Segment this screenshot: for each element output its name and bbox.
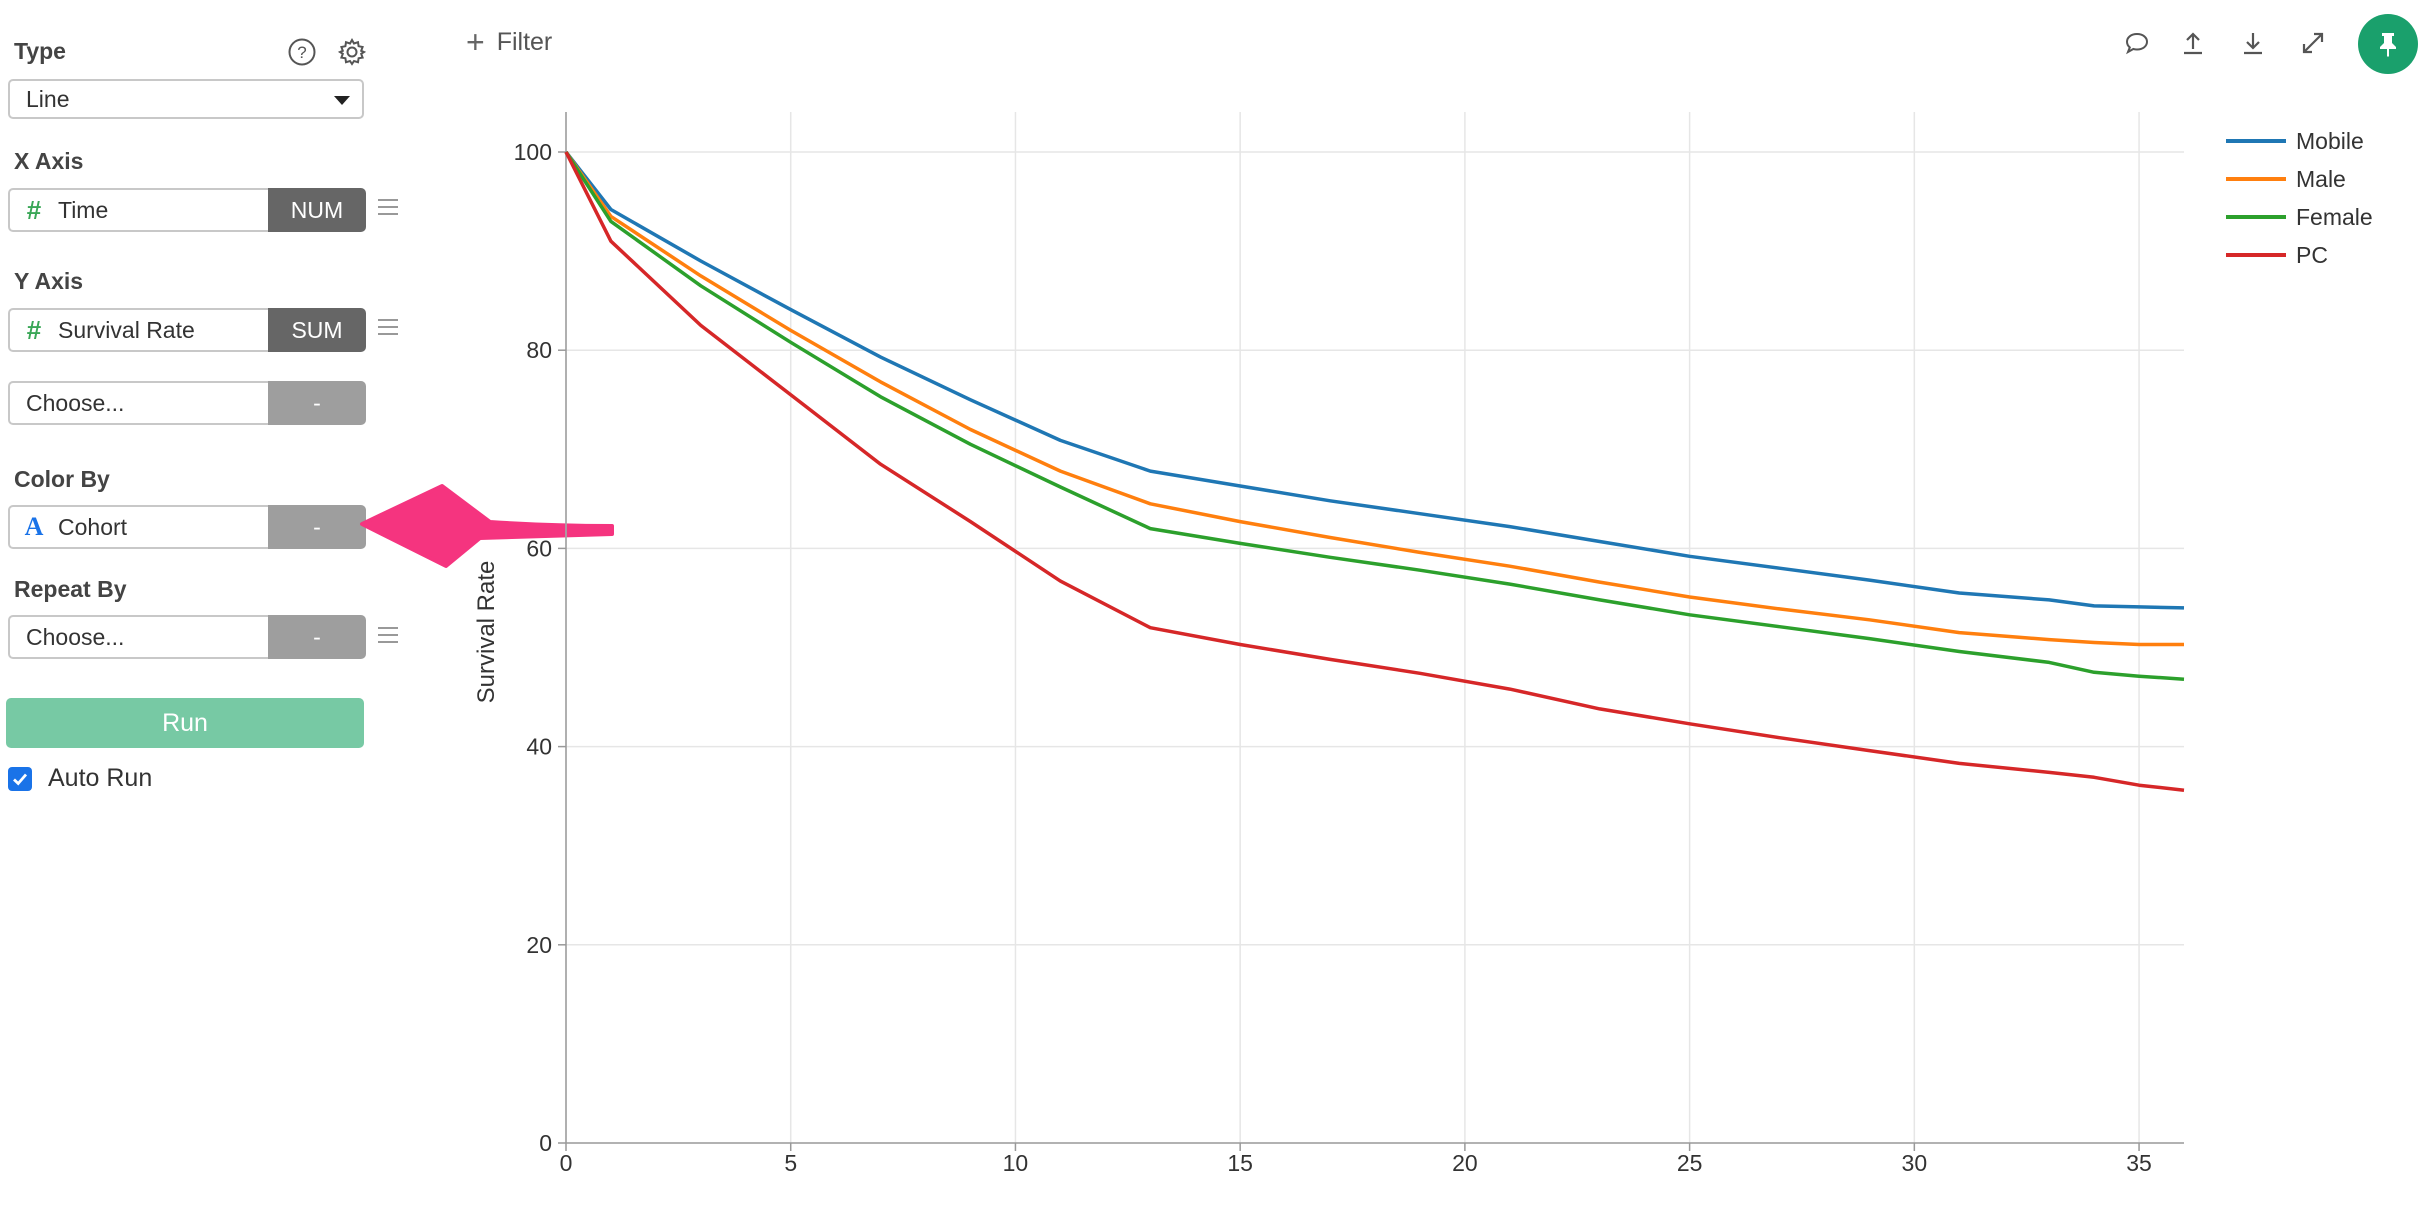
auto-run-label: Auto Run (48, 764, 153, 792)
y-axis-field[interactable]: # Survival Rate SUM (8, 308, 366, 352)
run-button[interactable]: Run (6, 698, 364, 748)
comment-icon[interactable] (2120, 26, 2154, 60)
y-axis-agg-button[interactable]: SUM (268, 308, 366, 352)
y-tick-label: 0 (539, 1130, 552, 1156)
legend-label-mobile[interactable]: Mobile (2296, 128, 2364, 154)
plus-icon: + (466, 24, 485, 60)
text-type-icon: A (24, 512, 44, 541)
legend-label-female[interactable]: Female (2296, 204, 2373, 230)
chart-series (564, 150, 2185, 792)
x-tick-label: 15 (1227, 1150, 1253, 1176)
y-axis-menu-icon[interactable] (378, 319, 398, 337)
y-tick-label: 40 (526, 734, 552, 760)
x-tick-label: 20 (1452, 1150, 1478, 1176)
x-tick-label: 0 (560, 1150, 573, 1176)
legend-label-pc[interactable]: PC (2296, 242, 2328, 268)
gear-icon[interactable] (334, 34, 370, 70)
chart-config-sidebar: Type ? Line X Axis # Time NUM Y Axis # Sur… (0, 0, 420, 1206)
color-by-field[interactable]: A Cohort - (8, 505, 366, 549)
repeat-by-agg-button[interactable]: - (268, 615, 366, 659)
auto-run-toggle[interactable]: Auto Run (8, 764, 152, 793)
series-line-mobile[interactable] (564, 150, 2185, 610)
y-axis-title: Survival Rate (473, 561, 500, 704)
repeat-by-placeholder: Choose... (26, 623, 125, 650)
auto-run-checkbox[interactable] (8, 766, 32, 791)
repeat-by-label: Repeat By (14, 576, 127, 602)
y-axis-extra-field[interactable]: Choose... - (8, 381, 366, 425)
expand-icon[interactable] (2296, 26, 2330, 60)
x-axis-label: X Axis (14, 148, 84, 174)
caret-down-icon (334, 96, 350, 105)
chart-axes: 0 5 10 15 20 25 30 35 0 20 40 60 80 100 (514, 112, 2184, 1176)
number-type-icon: # (26, 314, 42, 345)
x-tick-label: 5 (784, 1150, 797, 1176)
x-axis-agg-button[interactable]: NUM (268, 188, 366, 232)
type-label: Type (14, 38, 66, 64)
x-axis-field[interactable]: # Time NUM (8, 188, 366, 232)
color-by-agg-button[interactable]: - (268, 505, 366, 549)
y-tick-label: 100 (514, 139, 552, 165)
y-axis-extra-placeholder: Choose... (26, 389, 125, 416)
checkmark-icon (13, 773, 28, 786)
x-tick-label: 30 (1902, 1150, 1928, 1176)
y-axis-field-name: Survival Rate (58, 316, 195, 343)
series-line-female[interactable] (564, 151, 2185, 681)
add-filter-button[interactable]: + Filter (466, 26, 552, 58)
download-icon[interactable] (2236, 26, 2270, 60)
repeat-by-field[interactable]: Choose... - (8, 615, 366, 659)
y-axis-label: Y Axis (14, 268, 84, 294)
legend-label-male[interactable]: Male (2296, 166, 2346, 192)
series-line-pc[interactable] (564, 151, 2185, 792)
chart-type-select[interactable]: Line (8, 79, 364, 119)
filter-label: Filter (496, 27, 553, 56)
pin-button[interactable] (2358, 14, 2418, 74)
upload-icon[interactable] (2176, 26, 2210, 60)
y-tick-label: 20 (526, 932, 552, 958)
x-axis-menu-icon[interactable] (378, 199, 398, 217)
color-by-field-name: Cohort (58, 513, 128, 540)
y-tick-label: 80 (526, 337, 552, 363)
svg-text:?: ? (297, 43, 306, 62)
pin-icon (2380, 33, 2396, 57)
chart-grid (565, 112, 2184, 1143)
chart-type-value: Line (26, 85, 70, 112)
chart-legend: Mobile Male Female PC (2226, 128, 2373, 268)
x-tick-label: 25 (1677, 1150, 1703, 1176)
y-tick-label: 60 (526, 535, 552, 561)
color-by-label: Color By (14, 466, 110, 492)
x-tick-label: 10 (1003, 1150, 1029, 1176)
series-line-male[interactable] (564, 150, 2184, 647)
x-axis-field-name: Time (58, 196, 109, 223)
number-type-icon: # (26, 194, 42, 225)
repeat-by-menu-icon[interactable] (378, 627, 398, 645)
x-tick-label: 35 (2126, 1150, 2152, 1176)
help-icon[interactable]: ? (284, 34, 320, 70)
y-axis-extra-agg-button[interactable]: - (268, 381, 366, 425)
